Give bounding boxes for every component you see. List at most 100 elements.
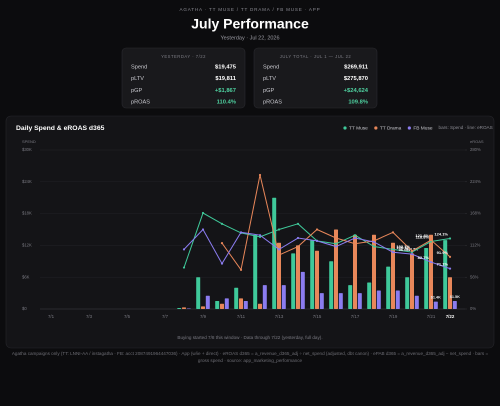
card-label: pLTV <box>131 76 144 82</box>
eroas-point <box>277 248 281 251</box>
card-label: pLTV <box>263 76 276 82</box>
bar <box>410 253 414 309</box>
bar <box>452 301 457 309</box>
eroas-point <box>353 234 357 237</box>
eroas-point <box>372 245 376 248</box>
bar <box>277 242 281 309</box>
eroas-point <box>391 231 395 234</box>
eroas-point <box>448 237 452 240</box>
bar <box>224 298 229 309</box>
page-subtitle: Yesterday · Jul 22, 2026 <box>220 35 279 41</box>
bar <box>386 266 391 309</box>
eroas-value-label: 91.9% <box>437 250 449 255</box>
eroas-point <box>296 236 300 240</box>
card-value: 110.4% <box>217 100 236 106</box>
legend-note: bars: Spend · line: eROAS <box>439 125 493 130</box>
bar <box>429 234 433 309</box>
bar <box>395 290 400 309</box>
y2-tick-label: 280% <box>470 147 481 152</box>
bar <box>405 277 410 309</box>
eroas-value-label: 124.1% <box>434 232 448 237</box>
bar <box>291 253 296 309</box>
card-value: $275,870 <box>344 76 368 82</box>
x-tick-label: 7/7 <box>162 314 169 319</box>
card-label: pROAS <box>263 100 282 106</box>
bar <box>443 240 448 309</box>
chart-note: Buying started 7/8 this window · Data th… <box>177 335 322 340</box>
summary-card <box>253 47 378 109</box>
card-value: $19,811 <box>215 76 236 82</box>
x-tick-label: 7/15 <box>313 314 322 319</box>
bar <box>338 293 343 309</box>
eroas-point <box>258 235 262 238</box>
bar <box>372 234 376 309</box>
eroas-point <box>448 267 452 270</box>
x-tick-label: 7/5 <box>124 314 131 319</box>
eroas-point <box>239 231 243 234</box>
bar-value-label: $10.5K <box>406 247 419 251</box>
bar <box>357 293 362 309</box>
card-label: Spend <box>263 64 279 70</box>
x-tick-label: 7/19 <box>389 314 398 319</box>
y-tick-label: $0 <box>22 306 27 311</box>
bar <box>334 229 338 309</box>
eroas-point <box>258 234 262 237</box>
bar <box>186 308 191 309</box>
eroas-value-label: 121.4% <box>415 233 429 238</box>
eyebrow: AGATHA · TT MUSE / TT DRAMA / FB MUSE · … <box>180 7 321 12</box>
x-tick-label: 7/1 <box>48 314 55 319</box>
bar-value-label: $1.4K <box>431 296 441 300</box>
x-tick-label: 7/3 <box>86 314 93 319</box>
eroas-point <box>277 228 281 231</box>
eroas-point <box>391 251 395 254</box>
x-tick-label: 7/21 <box>427 314 436 319</box>
bar <box>177 307 182 309</box>
y2-tick-label: 168% <box>470 211 481 216</box>
y-tick-label: $6K <box>22 274 30 279</box>
bar <box>258 303 262 309</box>
bar <box>215 301 220 309</box>
bar <box>353 234 357 309</box>
bar <box>262 285 267 309</box>
x-tick-label: 7/17 <box>351 314 360 319</box>
chart-panel <box>5 115 495 349</box>
footnote: Agatha campaigns only (TT: LNNI-AA / ins… <box>11 351 489 363</box>
bar <box>376 290 381 309</box>
legend-label: TT Muse <box>349 125 368 131</box>
y2-axis-label: eROAS <box>470 139 484 144</box>
eroas-point <box>429 260 433 264</box>
bar-value-label: $1.5K <box>450 295 460 299</box>
bar <box>234 287 239 309</box>
eroas-point <box>201 228 205 231</box>
legend-label: FB Muse <box>413 125 433 131</box>
eroas-point <box>391 248 395 251</box>
bar <box>315 250 319 309</box>
eroas-point <box>258 173 262 177</box>
y2-tick-label: 56% <box>470 274 479 279</box>
eroas-value-label: 102.1% <box>396 244 410 249</box>
eroas-value-label: 71.1% <box>437 262 449 267</box>
eroas-point <box>410 253 414 256</box>
bar <box>433 301 438 309</box>
bar <box>220 303 224 309</box>
eroas-point <box>296 245 300 248</box>
bar <box>391 242 395 309</box>
card-value: +$24,624 <box>344 88 369 94</box>
eroas-value-label: 118.8% <box>416 235 430 240</box>
page-title: July Performance <box>191 16 309 32</box>
eroas-point <box>372 240 376 244</box>
eroas-value-label: 82.7% <box>418 255 430 260</box>
card-title: JULY TOTAL · JUL 1 — JUL 22 <box>280 54 352 59</box>
y-axis-label: SPEND <box>22 139 36 144</box>
eroas-point <box>334 242 338 245</box>
card-title: YESTERDAY · 7/22 <box>161 54 206 59</box>
eroas-point <box>334 236 338 240</box>
y-tick-label: $24K <box>22 179 32 184</box>
bar <box>253 234 258 309</box>
eroas-point <box>410 249 414 253</box>
bar <box>201 306 205 309</box>
chart-title: Daily Spend & eROAS d365 <box>16 125 105 132</box>
bar <box>414 295 419 309</box>
legend-swatch <box>374 126 378 130</box>
